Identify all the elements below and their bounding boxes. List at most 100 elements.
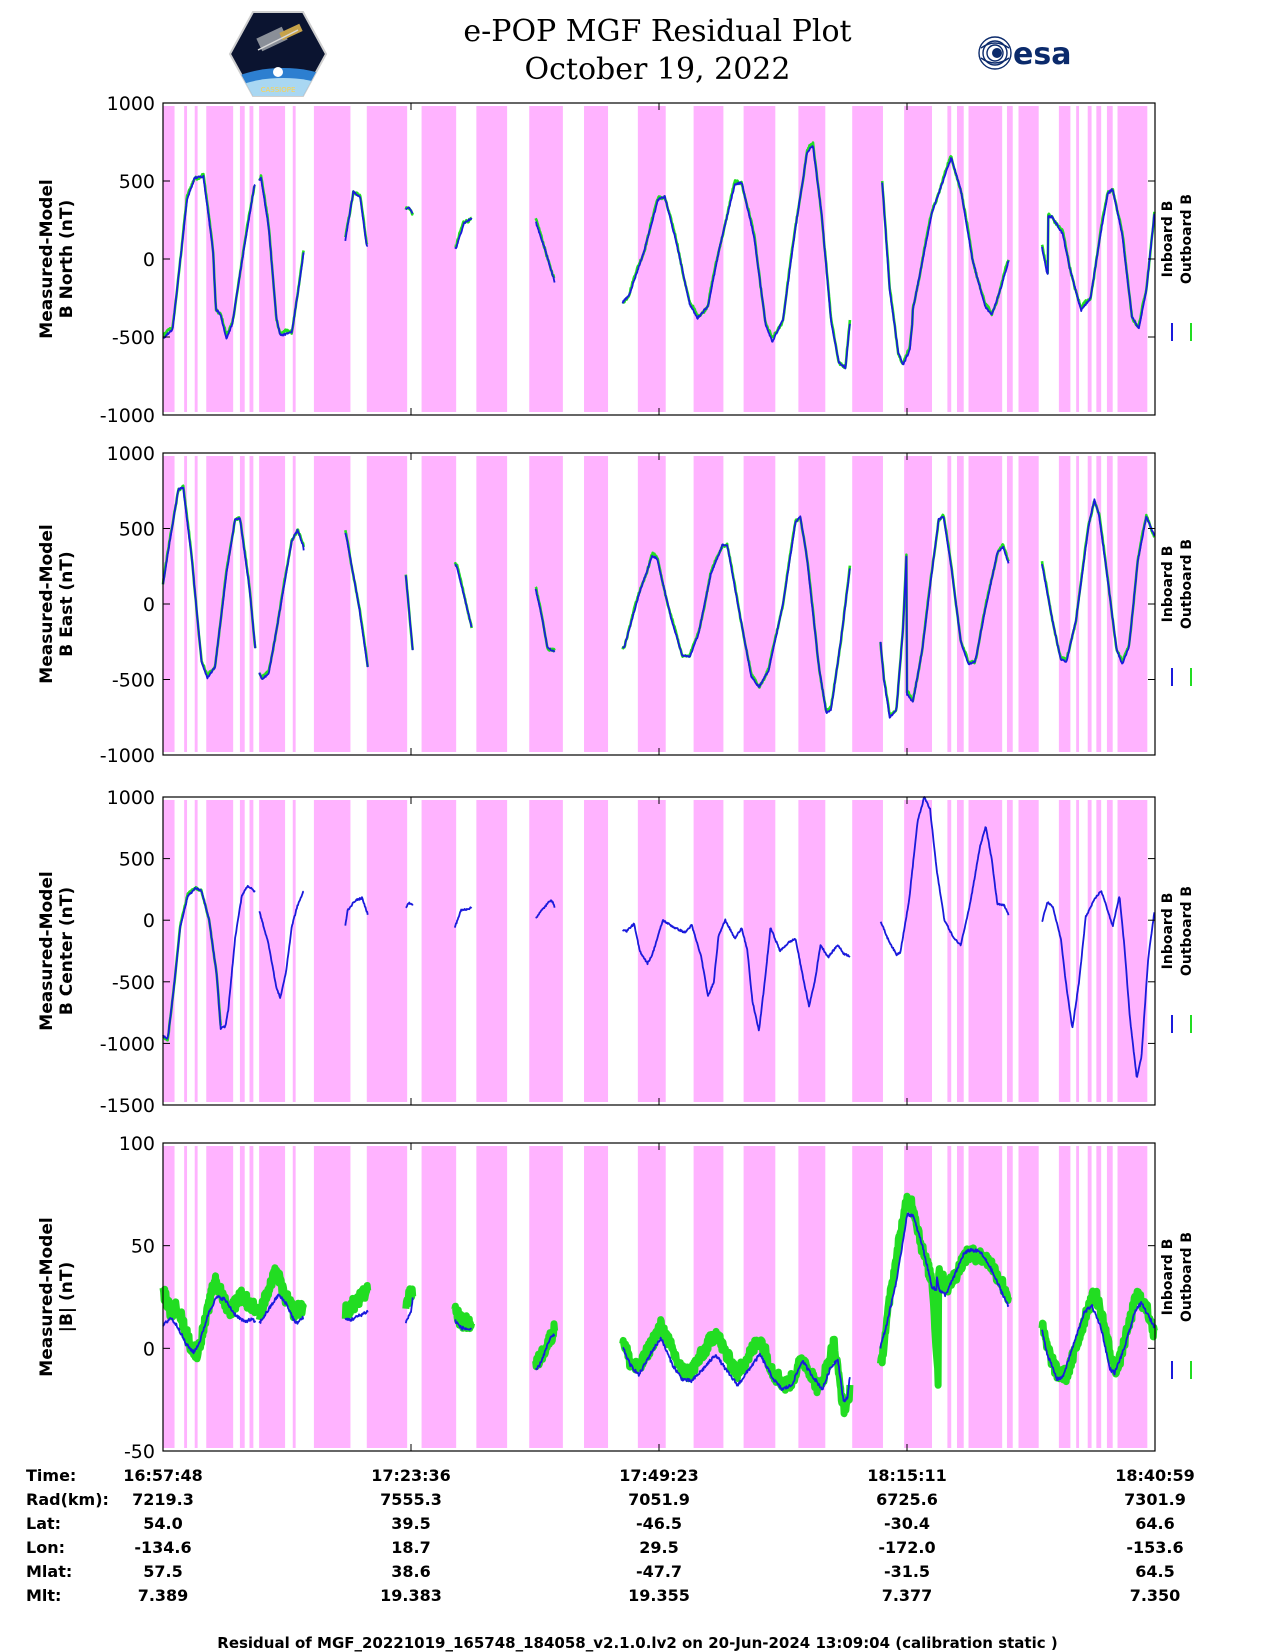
shade-band <box>584 800 609 1102</box>
shade-band <box>947 456 952 752</box>
panel-4: -50 0 50 100 Measured-Model|B| (nT) Inboard B… <box>37 1133 1195 1463</box>
legend-labels: Inboard B Outboard B <box>1160 539 1195 629</box>
shade-band <box>1076 800 1080 1102</box>
info-label-lat: Lat: <box>26 1514 62 1533</box>
shade-band <box>1006 106 1013 412</box>
shade-band <box>743 106 776 412</box>
shade-band <box>1018 106 1039 412</box>
shade-band <box>968 800 1003 1102</box>
shade-band <box>1058 456 1071 752</box>
shade-band <box>637 1146 666 1448</box>
shade-band <box>1087 106 1092 412</box>
shade-band <box>313 1146 351 1448</box>
shade-band <box>194 106 198 412</box>
y-axis-label: Measured-Model|B| (nT) <box>37 1217 77 1376</box>
info-value: -46.5 <box>635 1514 683 1533</box>
shade-band <box>852 106 883 412</box>
shade-band <box>529 456 563 752</box>
shade-band <box>693 1146 724 1448</box>
shade-band <box>743 456 776 752</box>
series-inboard <box>162 486 1156 719</box>
shade-band <box>1018 1146 1039 1448</box>
info-value: 6725.6 <box>876 1490 938 1509</box>
logo-esa-text: esa <box>1013 37 1071 72</box>
panel-3: -1500 -1000 -500 0 500 1000 Measured-ModelB Ce… <box>37 787 1195 1117</box>
shade-band <box>1018 456 1039 752</box>
shade-band <box>184 456 188 752</box>
y-tick-label: 500 <box>119 171 155 193</box>
shade-band <box>476 106 508 412</box>
shade-band <box>852 456 883 752</box>
info-value: 18.7 <box>391 1538 431 1557</box>
shade-band <box>584 106 609 412</box>
shade-band <box>476 800 508 1102</box>
info-value: 7219.3 <box>132 1490 194 1509</box>
esa-logo: esa <box>978 36 1071 72</box>
y-tick-label: -50 <box>124 1441 155 1463</box>
y-tick-label: 0 <box>143 910 155 932</box>
shade-band <box>476 456 508 752</box>
shade-band <box>313 106 351 412</box>
shade-band <box>421 800 457 1102</box>
shade-band <box>904 1146 932 1448</box>
shade-band <box>421 456 457 752</box>
info-value: -153.6 <box>1126 1538 1184 1557</box>
shade-band <box>968 106 1003 412</box>
info-value: 64.5 <box>1135 1562 1175 1581</box>
shade-band <box>1006 800 1013 1102</box>
info-value: 7.350 <box>1129 1586 1181 1605</box>
y-axis-label: Measured-ModelB East (nT) <box>37 524 77 683</box>
info-value: 17:23:36 <box>371 1466 451 1485</box>
shade-band <box>184 800 188 1102</box>
shade-band <box>1087 456 1092 752</box>
shade-band <box>904 106 932 412</box>
shade-band <box>637 456 666 752</box>
info-value: -172.0 <box>878 1538 936 1557</box>
shade-band <box>184 106 188 412</box>
y-tick-label: 100 <box>119 1133 155 1155</box>
y-tick-label: 0 <box>143 1338 155 1360</box>
shade-band <box>206 456 234 752</box>
shade-band <box>584 456 609 752</box>
shade-band <box>366 106 408 412</box>
shade-band <box>366 1146 408 1448</box>
info-value: 29.5 <box>639 1538 679 1557</box>
shade-band <box>693 800 724 1102</box>
shade-band <box>366 800 408 1102</box>
shade-band <box>239 800 245 1102</box>
info-label-mlat: Mlat: <box>26 1562 73 1581</box>
shade-band <box>904 800 932 1102</box>
plot-title: e-POP MGF Residual Plot <box>463 14 852 49</box>
shade-band <box>313 456 351 752</box>
shade-band <box>956 1146 964 1448</box>
info-value: 7301.9 <box>1124 1490 1186 1509</box>
y-tick-label: 1000 <box>107 93 155 115</box>
shade-band <box>1106 1146 1113 1448</box>
info-value: 17:49:23 <box>619 1466 699 1485</box>
shade-band <box>637 800 666 1102</box>
shade-band <box>1117 800 1148 1102</box>
y-tick-label: 500 <box>119 849 155 871</box>
shade-band <box>1058 800 1071 1102</box>
shade-band <box>947 106 952 412</box>
y-axis-label: Measured-ModelB Center (nT) <box>37 871 77 1030</box>
shade-band <box>529 800 563 1102</box>
shade-band <box>206 800 234 1102</box>
shade-band <box>1018 800 1039 1102</box>
shade-band <box>292 800 296 1102</box>
y-tick-label: -1000 <box>100 1033 155 1055</box>
shade-band <box>798 106 826 412</box>
info-value: -47.7 <box>635 1562 683 1581</box>
shade-band <box>194 1146 198 1448</box>
shade-band <box>693 456 724 752</box>
y-tick-label: -1000 <box>100 745 155 767</box>
shade-band <box>1096 800 1102 1102</box>
shade-band <box>194 800 198 1102</box>
shade-band <box>1076 106 1080 412</box>
info-value: 16:57:48 <box>123 1466 203 1485</box>
legend-labels: Inboard B Outboard B <box>1160 1232 1195 1322</box>
info-value: 18:15:11 <box>867 1466 947 1485</box>
shade-band <box>421 1146 457 1448</box>
shade-band <box>1006 456 1013 752</box>
